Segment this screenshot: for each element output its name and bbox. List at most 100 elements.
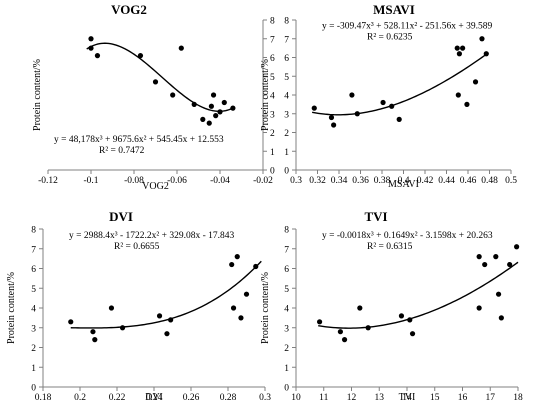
msavi-data-point — [455, 92, 461, 98]
dvi-y-tick-label: 1 — [31, 364, 36, 374]
dvi-data-point — [238, 315, 244, 321]
msavi-x-tick-label: 0.4 — [398, 176, 410, 186]
msavi-y-tick-label: 7 — [284, 35, 289, 45]
msavi-x-tick-label: 0.32 — [309, 176, 326, 186]
tvi-data-point — [476, 254, 482, 260]
vog2-x-tick-label: -0.02 — [253, 176, 273, 186]
vog2-y-tick-label: 6 — [270, 54, 275, 64]
dvi-y-tick-label: 2 — [31, 344, 36, 354]
dvi-y-tick-label: 8 — [31, 226, 36, 236]
vog2-x-axis-label: VOG2 — [142, 181, 169, 192]
tvi-y-tick-label: 4 — [284, 305, 289, 315]
dvi-data-point — [164, 331, 170, 337]
msavi-x-tick-label: 0.38 — [374, 176, 391, 186]
vog2-y-tick-label: 4 — [270, 92, 275, 102]
msavi-y-tick-label: 6 — [284, 54, 289, 64]
vog2-title: VOG2 — [111, 2, 147, 17]
vog2-data-point — [230, 105, 236, 111]
vog2-data-point — [206, 120, 212, 126]
dvi-y-tick-label: 0 — [31, 384, 36, 394]
vog2-data-point — [152, 79, 159, 85]
tvi-y-axis-label: Protein content/% — [260, 272, 271, 344]
msavi-data-point — [464, 101, 470, 107]
dvi-x-tick-label: 0.24 — [146, 393, 163, 402]
msavi-y-tick-label: 2 — [284, 129, 289, 139]
dvi-data-point — [230, 305, 237, 311]
tvi-y-tick-label: 0 — [284, 384, 289, 394]
msavi-title: MSAVI — [373, 2, 415, 17]
msavi-y-tick-label: 3 — [284, 110, 289, 120]
tvi-data-point — [409, 331, 416, 337]
vog2-y-tick-label: 3 — [270, 110, 275, 120]
vog2-data-point — [217, 109, 223, 115]
msavi-data-point — [472, 79, 479, 85]
dvi-y-tick-label: 4 — [31, 305, 36, 315]
vog2-y-axis-label: Protein content/% — [32, 59, 43, 131]
msavi-y-tick-label: 0 — [284, 167, 289, 177]
tvi-data-point — [407, 317, 413, 323]
tvi-x-tick-label: 13 — [375, 393, 385, 402]
vog2-x-tick-label: -0.12 — [38, 176, 58, 186]
vog2-y-tick-label: 5 — [270, 73, 275, 83]
msavi-y-tick-label: 1 — [284, 148, 289, 158]
vog2-y-tick-label: 0 — [270, 167, 275, 177]
dvi-data-point — [108, 305, 115, 311]
msavi-equation: y = -309.47x³ + 528.11x² - 251.56x + 39.… — [322, 21, 492, 31]
dvi-y-tick-label: 3 — [31, 324, 36, 334]
vog2-data-point — [94, 53, 101, 59]
vog2-x-tick-label: -0.08 — [124, 176, 144, 186]
tvi-x-tick-label: 10 — [291, 393, 301, 402]
vog2-data-point — [191, 101, 197, 107]
vog2-equation: y = 48,178x³ + 9675.6x² + 545.45x + 12.5… — [54, 135, 224, 145]
tvi-x-tick-label: 16 — [458, 393, 468, 402]
vog2-data-point — [178, 45, 184, 51]
msavi-panel: MSAVI 0.3 0.32 0.34 0.36 0.38 0.4 0.42 0.44 0.46 0… — [260, 2, 517, 190]
msavi-data-point — [354, 111, 360, 117]
msavi-x-tick-label: 0.36 — [352, 176, 369, 186]
tvi-data-point — [365, 325, 371, 331]
dvi-data-point — [119, 325, 126, 331]
vog2-data-point — [221, 99, 227, 106]
dvi-data-point — [156, 313, 163, 319]
tvi-x-tick-label: 17 — [486, 393, 496, 402]
dvi-y-axis-label: Protein content/% — [6, 272, 17, 344]
msavi-x-tick-label: 0.42 — [417, 176, 434, 186]
vog2-data-point — [88, 45, 94, 51]
vog2-x-tick-label: -0.1 — [83, 176, 98, 186]
tvi-x-tick-label: 15 — [430, 393, 440, 402]
dvi-y-tick-label: 5 — [31, 285, 36, 295]
dvi-y-tick-label: 6 — [31, 265, 36, 275]
tvi-y-tick-label: 8 — [284, 226, 289, 236]
tvi-data-point — [507, 261, 513, 268]
vog2-y-tick-label: 8 — [270, 17, 275, 27]
tvi-trendline — [318, 261, 519, 329]
vog2-x-tick-label: -0.04 — [210, 176, 230, 186]
tvi-y-tick-label: 7 — [284, 245, 289, 255]
dvi-r-squared: R² = 0.6655 — [114, 242, 160, 252]
msavi-data-point — [311, 105, 317, 111]
dvi-data-point — [229, 261, 235, 268]
dvi-x-tick-label: 0.26 — [183, 393, 200, 402]
tvi-data-point — [316, 319, 323, 325]
vog2-data-point — [170, 92, 176, 98]
tvi-y-tick-label: 2 — [284, 344, 289, 354]
dvi-x-axis-label: DVI — [145, 392, 163, 402]
vog2-data-point — [213, 113, 219, 119]
tvi-y-tick-label: 1 — [284, 364, 289, 374]
dvi-title: DVI — [109, 209, 133, 224]
vog2-data-point — [210, 92, 217, 98]
msavi-y-tick-label: 4 — [284, 92, 289, 102]
msavi-data-point — [456, 51, 462, 57]
tvi-y-tick-label: 5 — [284, 285, 289, 295]
dvi-data-point — [168, 317, 174, 323]
msavi-r-squared: R² = 0.6235 — [367, 32, 413, 42]
tvi-y-tick-label: 6 — [284, 265, 289, 275]
vog2-y-tick-label: 7 — [270, 35, 275, 45]
dvi-x-tick-label: 0.3 — [259, 393, 271, 402]
vog2-y-tick-label: 1 — [270, 148, 275, 158]
tvi-y-tick-label: 3 — [284, 324, 289, 334]
dvi-data-point — [68, 319, 74, 325]
msavi-x-axis-label: MSAVI — [388, 179, 419, 190]
